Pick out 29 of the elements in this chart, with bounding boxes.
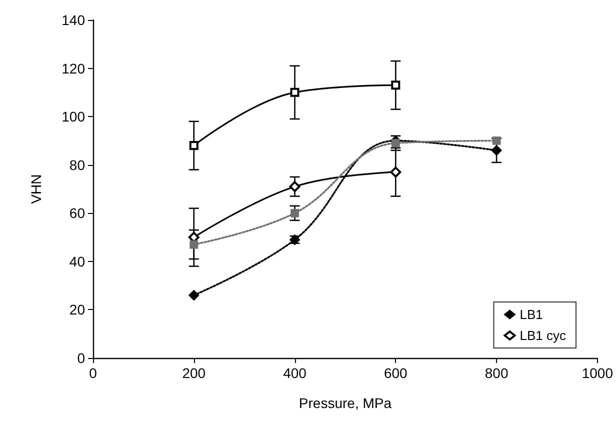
x-tick-label: 0 [89, 365, 98, 381]
point [390, 166, 402, 178]
x-tick-label: 600 [384, 365, 408, 381]
y-tick-label: 60 [69, 205, 86, 222]
y-tick-label: 20 [69, 302, 86, 318]
x-tick-label: 1000 [582, 365, 614, 381]
point [188, 290, 200, 300]
point [189, 141, 198, 150]
y-tick-label: 100 [62, 108, 86, 125]
x-tick-label: 200 [182, 365, 206, 381]
point [491, 145, 502, 156]
x-axis-title: Pressure, MPa [298, 395, 392, 411]
y-axis-title: VHN [28, 174, 44, 204]
y-tick-label: 0 [77, 350, 86, 366]
point [391, 138, 400, 148]
x-tick-label: 400 [283, 365, 307, 381]
y-tick-label: 140 [62, 12, 86, 28]
point [289, 181, 300, 192]
y-tick-label: 40 [69, 253, 86, 270]
point [290, 208, 299, 218]
y-tick-label: 120 [62, 60, 86, 76]
point [190, 240, 198, 249]
y-tick-label: 80 [69, 156, 86, 173]
x-tick-label: 800 [484, 365, 508, 381]
legend-label: LB1 cyc [520, 328, 566, 343]
legend-label: LB1 [520, 307, 543, 322]
point [391, 80, 400, 90]
point [290, 88, 300, 97]
point [492, 136, 501, 145]
